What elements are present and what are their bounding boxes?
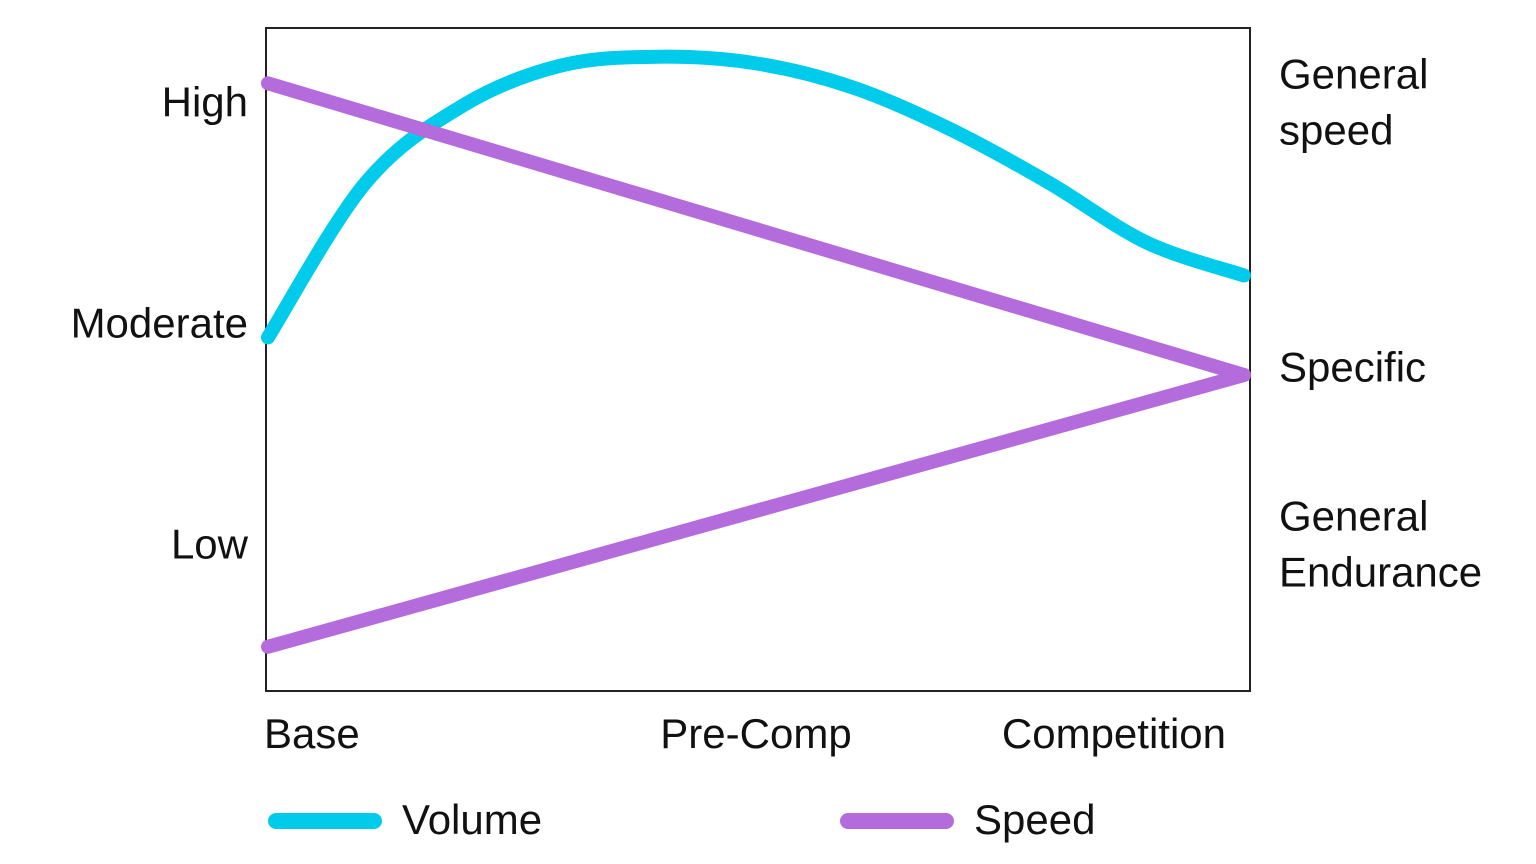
y-tick-labels: High Moderate Low [71, 78, 249, 567]
x-tick-label: Base [264, 710, 360, 757]
series-line-speed-2 [261, 368, 1251, 654]
plot-frame [265, 27, 1251, 692]
right-label-line: Specific [1279, 344, 1426, 391]
series-line-volume-0 [261, 49, 1251, 345]
series-line-speed-1 [261, 76, 1251, 382]
right-label: Specific [1279, 344, 1426, 391]
y-tick-label: Moderate [71, 299, 248, 346]
x-tick-label: Competition [1002, 710, 1226, 757]
right-label-line: General [1279, 50, 1428, 97]
legend-item-volume: Volume [268, 796, 542, 843]
right-label-line: Endurance [1279, 548, 1482, 595]
legend-label: Speed [974, 796, 1095, 843]
y-tick-label: Low [171, 520, 249, 567]
legend-label: Volume [402, 796, 542, 843]
series-layer [261, 49, 1251, 654]
right-label: General Endurance [1279, 492, 1482, 595]
legend: Volume Speed [268, 796, 1095, 843]
legend-item-speed: Speed [840, 796, 1095, 843]
x-tick-labels: Base Pre-Comp Competition [264, 710, 1226, 757]
y-tick-label: High [162, 78, 248, 125]
right-label-line: speed [1279, 106, 1393, 153]
right-label: General speed [1279, 50, 1428, 153]
x-tick-label: Pre-Comp [660, 710, 851, 757]
right-label-line: General [1279, 492, 1428, 539]
right-labels: General speed Specific General Endurance [1279, 50, 1482, 595]
